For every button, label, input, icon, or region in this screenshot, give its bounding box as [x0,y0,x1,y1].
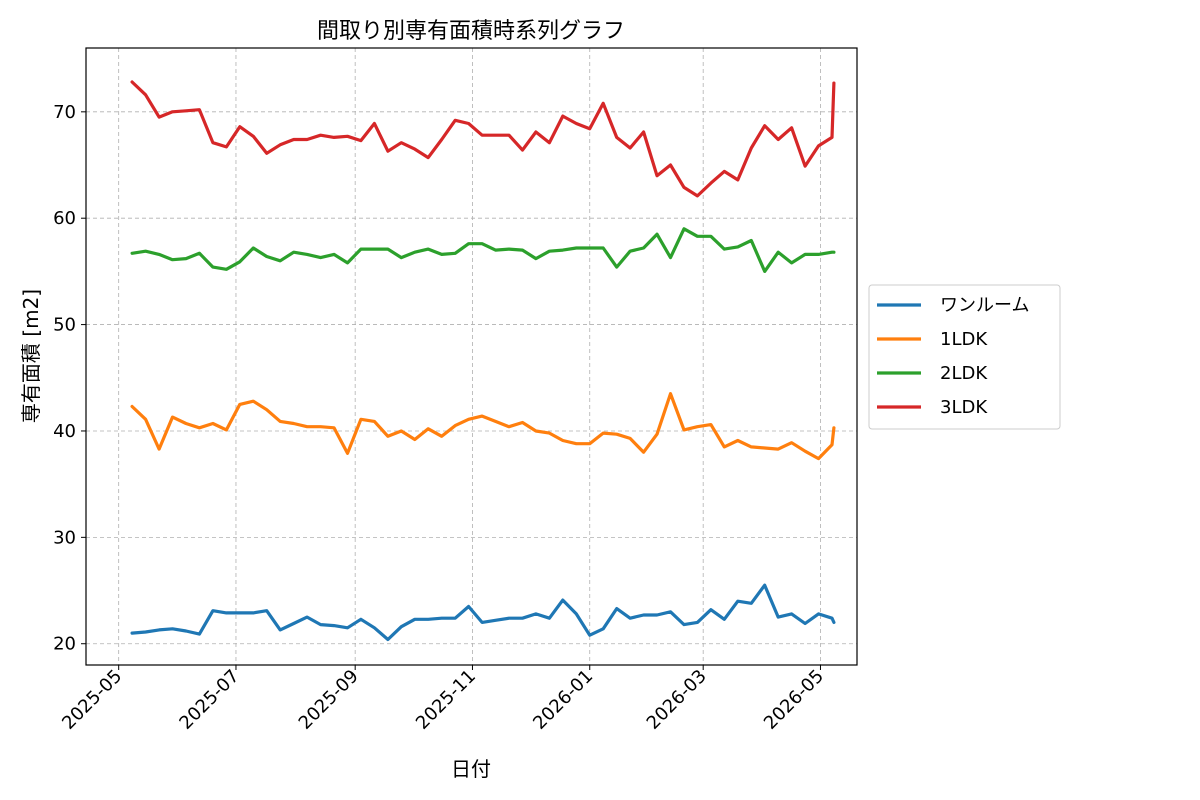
series-line-ワンルーム [130,583,836,642]
y-tick-label: 70 [53,102,76,123]
x-tick-label: 2025-05 [58,666,126,734]
plot-area-frame [85,47,858,666]
series-line-3LDK [130,80,836,198]
legend-label: 2LDK [940,363,988,384]
y-tick-label: 30 [53,527,76,548]
y-tick-label: 40 [53,421,76,442]
x-tick-label: 2025-09 [295,666,363,734]
y-tick-label: 20 [53,634,76,655]
x-tick-label: 2025-11 [412,666,480,734]
x-axis-label: 日付 [451,757,491,781]
legend-frame [868,284,1061,430]
axis-ticks: 20 30 40 50 60 70 2025-05 2025-07 2025-09 2025-11… [53,102,828,734]
series-lines [130,80,836,642]
x-tick-label: 2026-03 [643,666,711,734]
chart-title: 間取り別専有面積時系列グラフ [317,19,625,44]
legend-label: ワンルーム [940,295,1029,316]
x-tick-label: 2026-05 [760,666,828,734]
x-tick-label: 2026-01 [529,666,597,734]
legend: ワンルーム 1LDK 2LDK 3LDK [868,284,1061,430]
legend-label: 1LDK [940,329,988,350]
x-tick-label: 2025-07 [175,666,243,734]
legend-label: 3LDK [940,397,988,418]
series-line-2LDK [130,227,836,273]
y-tick-label: 50 [53,315,76,336]
series-line-1LDK [130,392,836,461]
y-axis-label: 専有面積 [m2] [19,289,43,423]
grid-lines [86,48,857,665]
y-tick-label: 60 [53,208,76,229]
